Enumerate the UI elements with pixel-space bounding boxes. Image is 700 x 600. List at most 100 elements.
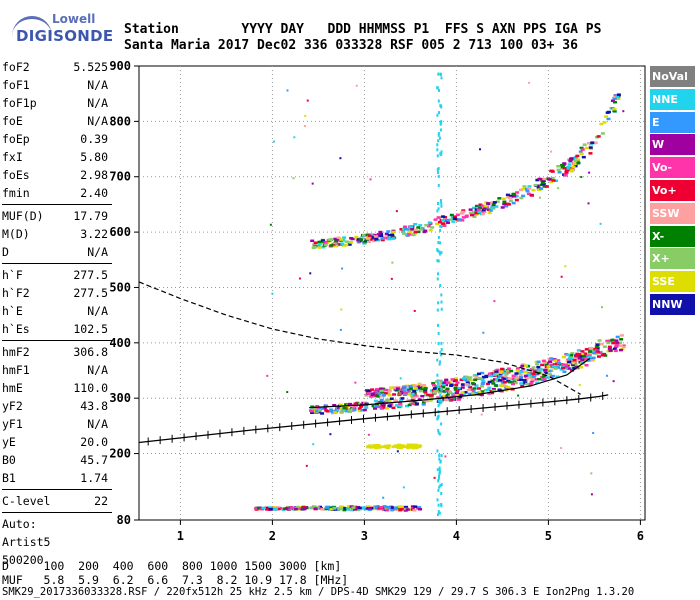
echo-mark <box>478 206 483 210</box>
echo-mark <box>430 226 435 229</box>
echo-mark <box>436 154 439 158</box>
echo-mark <box>441 385 446 389</box>
echo-mark <box>460 219 465 222</box>
echo-mark <box>438 362 441 366</box>
echo-mark <box>438 471 441 475</box>
echo-mark <box>338 505 343 509</box>
echo-mark <box>590 349 595 353</box>
echo-mark <box>505 377 510 380</box>
echo-mark <box>570 352 575 355</box>
echo-mark <box>510 377 515 380</box>
echo-mark <box>494 205 499 208</box>
echo-mark <box>540 363 545 367</box>
echo-mark <box>560 165 565 169</box>
echo-mark <box>336 236 341 240</box>
echo-mark <box>449 213 454 217</box>
echo-mark <box>393 400 398 403</box>
echo-mark <box>522 379 527 382</box>
echo-mark <box>267 506 272 509</box>
echo-mark <box>495 372 500 376</box>
echo-mark <box>511 192 516 196</box>
legend-item-ssw: SSW <box>650 202 695 224</box>
echo-mark <box>528 81 531 84</box>
echo-mark <box>562 162 567 165</box>
echo-mark <box>508 380 513 384</box>
echo-mark <box>432 391 437 394</box>
echo-mark <box>455 218 460 221</box>
echo-mark <box>595 350 600 353</box>
echo-mark <box>495 368 500 372</box>
echo-mark <box>399 228 404 231</box>
echo-mark <box>272 140 275 143</box>
echo-mark <box>507 377 512 380</box>
echo-mark <box>487 372 492 376</box>
echo-mark <box>527 185 532 188</box>
param-row: D N/A <box>2 243 112 261</box>
echo-mark <box>508 199 513 203</box>
echo-mark <box>347 243 352 246</box>
echo-mark <box>523 380 528 384</box>
echo-mark <box>436 113 439 117</box>
echo-mark <box>310 405 315 408</box>
echo-mark <box>355 84 358 87</box>
echo-mark <box>571 165 576 169</box>
echo-mark <box>437 88 440 92</box>
echo-mark <box>437 510 440 514</box>
echo-mark <box>366 505 371 509</box>
echo-mark <box>437 207 440 211</box>
echo-mark <box>410 505 415 508</box>
echo-mark <box>593 347 598 351</box>
echo-mark <box>353 402 358 405</box>
echo-mark <box>437 201 440 205</box>
parameter-panel: foF2 5.525 foF1 N/A foF1p N/A foE N/A foEp 0.39 fx… <box>2 58 112 569</box>
param-value: N/A <box>87 245 108 259</box>
echo-mark <box>608 339 613 342</box>
y-tick-label: 600 <box>109 225 131 239</box>
echo-mark <box>542 177 547 181</box>
echo-mark <box>443 216 448 219</box>
echo-mark <box>479 148 482 151</box>
echo-mark <box>474 391 479 395</box>
echo-mark <box>556 366 561 369</box>
echo-mark <box>476 208 481 212</box>
param-row: h`F 277.5 <box>2 266 112 284</box>
echo-mark <box>366 389 371 393</box>
echo-mark <box>494 370 499 374</box>
echo-mark <box>310 506 315 509</box>
echo-mark <box>417 385 422 388</box>
echo-mark <box>329 433 332 436</box>
echo-mark <box>378 445 383 449</box>
echo-mark <box>437 479 440 483</box>
echo-mark <box>381 406 386 409</box>
param-row: hmF1 N/A <box>2 361 112 379</box>
echo-mark <box>441 218 446 222</box>
echo-mark <box>318 505 323 509</box>
echo-mark <box>408 387 413 390</box>
echo-mark <box>317 240 322 244</box>
echo-mark <box>375 394 380 398</box>
echo-mark <box>375 393 380 396</box>
echo-mark <box>439 484 442 488</box>
echo-mark <box>538 368 543 371</box>
param-key: hmF2 <box>2 345 30 359</box>
echo-mark <box>531 188 536 192</box>
echo-mark <box>542 185 547 188</box>
legend-item-vo-: Vo- <box>650 157 695 179</box>
echo-mark <box>509 369 514 373</box>
echo-mark <box>442 389 447 393</box>
echo-mark <box>437 404 440 408</box>
echo-mark <box>451 220 456 223</box>
auto-line: 500200 <box>2 553 44 567</box>
echo-mark <box>417 382 422 386</box>
echo-mark <box>451 394 456 398</box>
echo-mark <box>408 230 413 234</box>
legend-item-x-: X+ <box>650 248 695 270</box>
echo-mark <box>460 391 465 394</box>
echo-mark <box>437 414 440 418</box>
echo-mark <box>437 133 440 137</box>
echo-mark <box>335 243 340 247</box>
echo-mark <box>441 381 446 384</box>
param-key: M(D) <box>2 227 30 241</box>
echo-mark <box>568 356 573 360</box>
echo-mark <box>272 506 277 509</box>
